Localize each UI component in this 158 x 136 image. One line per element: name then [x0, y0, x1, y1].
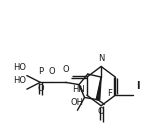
- Text: O: O: [38, 84, 44, 93]
- Text: HO: HO: [13, 76, 26, 85]
- Polygon shape: [96, 77, 101, 100]
- Text: O: O: [98, 107, 104, 116]
- Text: O: O: [49, 67, 55, 76]
- Text: OH: OH: [71, 98, 84, 107]
- Text: F: F: [107, 89, 112, 98]
- Text: I: I: [136, 81, 140, 91]
- Text: P: P: [38, 67, 43, 76]
- Text: HN: HN: [72, 85, 85, 94]
- Text: HO: HO: [13, 63, 26, 72]
- Text: O: O: [62, 65, 69, 74]
- Text: N: N: [98, 54, 105, 63]
